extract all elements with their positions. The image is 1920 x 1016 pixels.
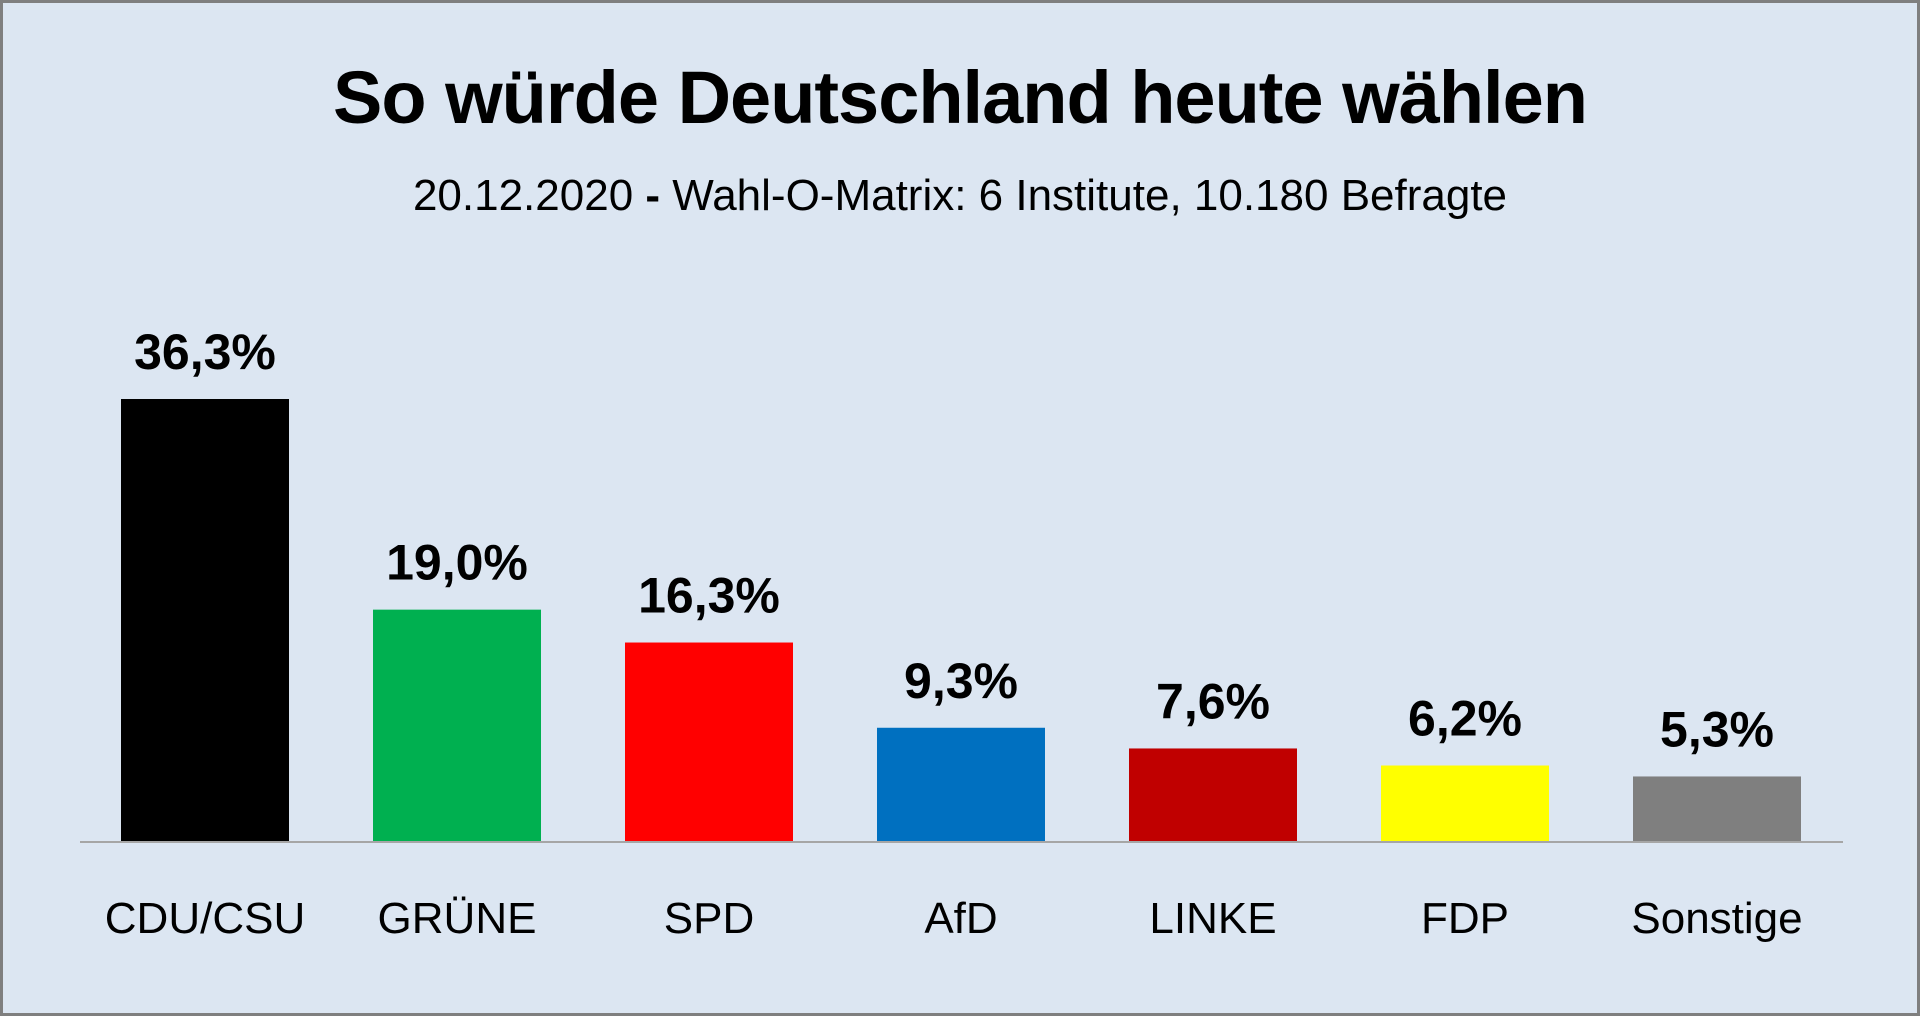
category-label: CDU/CSU (105, 894, 305, 943)
subtitle-date: 20.12.2020 (412, 171, 634, 220)
value-label: 9,3% (904, 653, 1018, 709)
bar-linke (1129, 748, 1297, 841)
category-label: LINKE (1149, 894, 1276, 943)
bar-cdu-csu (121, 399, 289, 841)
category-label: AfD (924, 894, 997, 943)
bar-sonstige (1633, 776, 1801, 841)
chart-title: So würde Deutschland heute wählen (333, 56, 1588, 139)
chart-subtitle: 20.12.2020 - Wahl-O-Matrix: 6 Institute,… (3, 171, 1917, 221)
subtitle-separator: - (645, 171, 661, 220)
value-label: 16,3% (638, 568, 780, 624)
category-label: FDP (1421, 894, 1509, 943)
labels-group: 36,3% CDU/CSU 19,0% GRÜNE 16,3% SPD 9,3% AfD 7,6… (105, 324, 1803, 943)
bar-fdp (1381, 765, 1549, 841)
category-label: Sonstige (1631, 894, 1802, 943)
category-label: GRÜNE (378, 894, 537, 943)
value-label: 36,3% (134, 324, 276, 380)
bar-afd (877, 727, 1045, 841)
value-label: 6,2% (1408, 691, 1522, 747)
bars-group (121, 399, 1801, 841)
category-label: SPD (664, 894, 754, 943)
value-label: 7,6% (1156, 673, 1270, 729)
bar-spd (625, 642, 793, 841)
subtitle-source: Wahl-O-Matrix: 6 Institute, 10.180 Befra… (672, 171, 1508, 220)
value-label: 5,3% (1660, 701, 1774, 757)
bar-grüne (373, 609, 541, 841)
value-label: 19,0% (386, 535, 528, 591)
